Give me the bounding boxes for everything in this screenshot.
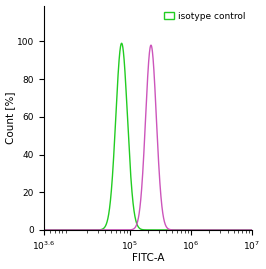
X-axis label: FITC-A: FITC-A xyxy=(132,253,164,263)
Legend: isotype control: isotype control xyxy=(162,10,247,23)
Y-axis label: Count [%]: Count [%] xyxy=(6,91,15,144)
